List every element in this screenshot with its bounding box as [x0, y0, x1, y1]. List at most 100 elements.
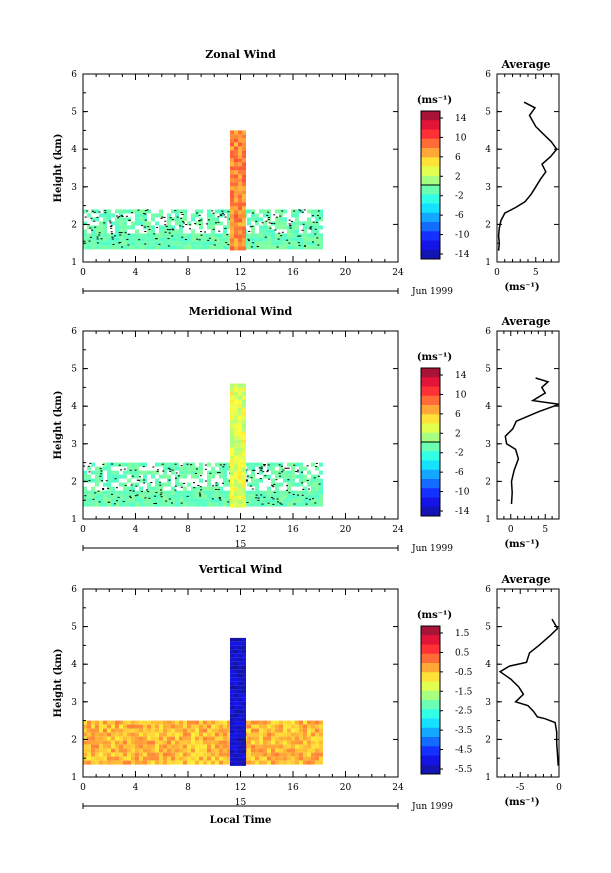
contour-mark: [227, 244, 230, 246]
heatmap-cell: [211, 728, 215, 733]
heatmap-cell: [238, 170, 242, 175]
heatmap-cell: [223, 482, 227, 487]
heatmap-cell: [83, 760, 87, 765]
heatmap-cell: [203, 245, 207, 250]
heatmap-cell: [147, 209, 151, 214]
heatmap-cell: [315, 724, 319, 729]
x-tick-label: 20: [340, 783, 352, 793]
heatmap-cell: [230, 246, 234, 251]
contour-mark: [174, 463, 177, 465]
heatmap-cell: [143, 478, 147, 483]
heatmap-cell: [211, 245, 215, 250]
heatmap-cell: [230, 407, 234, 412]
heatmap-cell: [207, 213, 211, 218]
heatmap-cell: [171, 466, 175, 471]
heatmap-cell: [319, 494, 323, 499]
heatmap-cell: [242, 226, 246, 231]
heatmap-cell: [319, 486, 323, 491]
contour-mark: [250, 477, 253, 479]
heatmap-cell: [287, 494, 291, 499]
heatmap-cell: [87, 466, 91, 471]
heatmap-cell: [95, 233, 99, 238]
heatmap-cell: [255, 237, 259, 242]
contour-mark: [303, 245, 306, 247]
heatmap-cell: [230, 202, 234, 207]
heatmap-cell: [119, 724, 123, 729]
heatmap-cell: [238, 146, 242, 151]
contour-mark: [143, 482, 146, 484]
contour-mark: [87, 465, 90, 467]
heatmap-cell: [230, 186, 234, 191]
heatmap-cell: [119, 462, 123, 467]
heatmap-cell: [230, 709, 234, 714]
heatmap-cell: [311, 724, 315, 729]
heatmap-cell: [279, 221, 283, 226]
heatmap-cell: [143, 760, 147, 765]
heatmap-cell: [291, 740, 295, 745]
heatmap-cell: [242, 423, 246, 428]
heatmap-cell: [291, 474, 295, 479]
heatmap-cell: [275, 498, 279, 503]
heatmap-cell: [238, 741, 242, 746]
heatmap-cell: [215, 744, 219, 749]
panel-title: Vertical Wind: [198, 563, 283, 576]
contour-mark: [144, 243, 147, 245]
heatmap-cell: [238, 246, 242, 251]
heatmap-cell: [247, 756, 251, 761]
heatmap-cell: [242, 657, 246, 662]
contour-mark: [251, 225, 254, 227]
heatmap-cell: [271, 462, 275, 467]
heatmap-cell: [83, 740, 87, 745]
heatmap-cell: [187, 744, 191, 749]
heatmap-cell: [127, 728, 131, 733]
heatmap-cell: [234, 757, 238, 762]
heatmap-cell: [163, 490, 167, 495]
heatmap-cell: [135, 744, 139, 749]
heatmap-cell: [230, 166, 234, 171]
heatmap-cell: [111, 245, 115, 250]
colorbar-tick-label: -2.5: [455, 707, 473, 717]
heatmap-cell: [311, 728, 315, 733]
colorbar-swatch: [421, 672, 440, 682]
heatmap-cell: [299, 494, 303, 499]
heatmap-cell: [115, 502, 119, 507]
heatmap-cell: [291, 225, 295, 230]
day-label: 15: [235, 798, 247, 808]
data-region: [230, 383, 246, 508]
contour-mark: [272, 503, 275, 505]
heatmap-cell: [135, 756, 139, 761]
contour-mark: [318, 475, 321, 477]
heatmap-cell: [103, 233, 107, 238]
contour-mark: [194, 223, 197, 225]
heatmap-cell: [230, 471, 234, 476]
heatmap-cell: [95, 728, 99, 733]
contour-mark: [138, 239, 141, 241]
heatmap-cell: [151, 470, 155, 475]
y-tick-label: 4: [71, 660, 77, 670]
contour-mark: [100, 238, 103, 240]
heatmap-cell: [207, 482, 211, 487]
heatmap-cell: [283, 209, 287, 214]
heatmap-cell: [87, 740, 91, 745]
contour-mark: [315, 221, 318, 223]
contour-mark: [98, 211, 101, 213]
heatmap-cell: [234, 443, 238, 448]
heatmap-cell: [251, 478, 255, 483]
heatmap-cell: [295, 482, 299, 487]
colorbar-tick-label: -2: [455, 192, 464, 202]
heatmap-cell: [207, 237, 211, 242]
heatmap-cell: [115, 494, 119, 499]
heatmap-cell: [307, 237, 311, 242]
heatmap-cell: [267, 720, 271, 725]
heatmap-cell: [171, 720, 175, 725]
heatmap-cell: [255, 728, 259, 733]
heatmap-cell: [103, 490, 107, 495]
heatmap-cell: [91, 498, 95, 503]
heatmap-cell: [283, 728, 287, 733]
heatmap-cell: [191, 752, 195, 757]
heatmap-cell: [275, 241, 279, 246]
heatmap-cell: [179, 498, 183, 503]
heatmap-cell: [247, 209, 251, 214]
contour-mark: [120, 215, 123, 216]
contour-mark: [135, 485, 138, 487]
